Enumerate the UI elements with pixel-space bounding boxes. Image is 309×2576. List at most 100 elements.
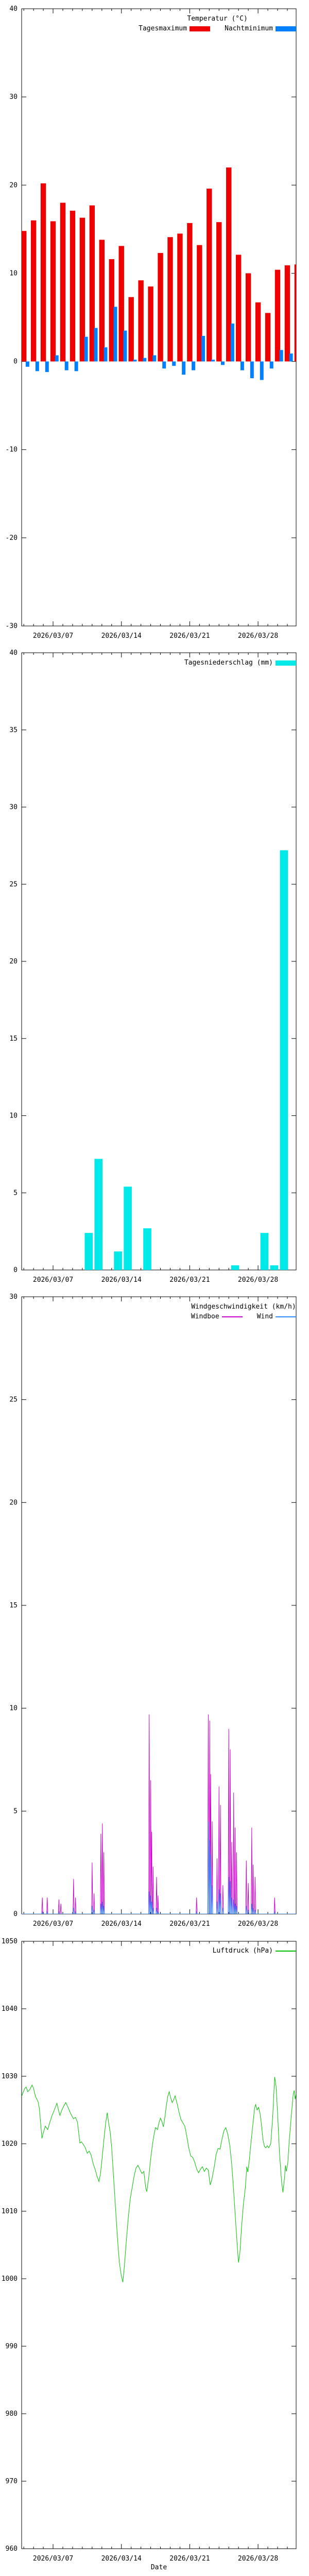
x-tick-label: 2026/03/14 xyxy=(101,632,142,640)
x-tick-label: 2026/03/28 xyxy=(238,1276,278,1284)
precipitation-bar xyxy=(143,1228,151,1270)
x-axis-title: Date xyxy=(150,2564,167,2571)
temperature-bar xyxy=(30,220,37,362)
temperature-bar xyxy=(226,167,232,362)
precipitation-bar xyxy=(260,1233,269,1270)
legend-entry-windboe: Windboe xyxy=(191,1312,243,1321)
legend-label-luftdruck: Luftdruck (hPa) xyxy=(212,1947,273,1955)
wind-border xyxy=(21,1296,297,1914)
x-tick-label: 2026/03/21 xyxy=(169,632,210,640)
luftdruck-swatch xyxy=(276,1950,296,1952)
legend-entry-tagesmaximum: Tagesmaximum xyxy=(139,24,211,33)
temperature-bar xyxy=(148,286,153,362)
y-tick-label: 10 xyxy=(9,1705,18,1713)
temperature-bar xyxy=(109,259,114,362)
temperature-bar xyxy=(50,221,56,362)
wind-chart: 2026/03/07 2026/03/14 2026/03/21 2026/03/28… xyxy=(9,1293,297,1928)
temperature-bar xyxy=(269,361,273,369)
x-tick-label: 2026/03/14 xyxy=(101,2555,142,2563)
temperature-bar xyxy=(177,233,183,362)
y-tick-label: 960 xyxy=(6,2545,18,2553)
precipitation-bar xyxy=(84,1233,93,1270)
temperature-bar xyxy=(79,217,85,362)
y-tick-label: -20 xyxy=(6,534,18,542)
temperature-bar xyxy=(289,353,293,362)
temperature-bar xyxy=(22,231,27,362)
temperature-bar xyxy=(294,264,296,362)
temperature-bar xyxy=(152,355,157,362)
temperature-bar xyxy=(94,328,98,362)
precipitation-chart: 2026/03/07 2026/03/14 2026/03/21 2026/03/28… xyxy=(9,649,297,1284)
temperature-bar xyxy=(143,358,147,362)
y-tick-label: 990 xyxy=(6,2343,18,2350)
x-tick-label: 2026/03/14 xyxy=(101,1920,142,1928)
x-tick-label: 2026/03/07 xyxy=(33,1276,73,1284)
temperature-bar xyxy=(284,265,290,362)
temperature-bar xyxy=(118,246,124,362)
x-tick-label: 2026/03/21 xyxy=(169,1276,210,1284)
Windboe-series-line xyxy=(22,1714,296,1914)
wind-swatch xyxy=(276,1316,296,1317)
temperature-bar xyxy=(123,330,127,362)
legend-label-windboe: Windboe xyxy=(191,1313,219,1320)
legend-label-wind: Wind xyxy=(256,1313,273,1320)
temperature-bar xyxy=(201,335,205,362)
y-tick-label: 20 xyxy=(9,181,18,189)
wind-legend-title: Windgeschwindigkeit (km/h) xyxy=(191,1303,296,1311)
temperature-bar xyxy=(162,361,166,369)
temperature-bar xyxy=(274,269,281,362)
wind-legend: Windgeschwindigkeit (km/h) Windboe Wind xyxy=(191,1302,296,1321)
y-tick-label: 10 xyxy=(9,1112,18,1120)
y-tick-label: 1010 xyxy=(2,2208,18,2215)
x-tick-label: 2026/03/14 xyxy=(101,1276,142,1284)
x-tick-label: 2026/03/07 xyxy=(33,1920,73,1928)
temperature-bar xyxy=(207,189,212,362)
precipitation-bar xyxy=(94,1159,103,1270)
y-tick-label: 1020 xyxy=(2,2140,18,2148)
legend-label-tagesmaximum: Tagesmaximum xyxy=(139,25,187,32)
temperature-bar xyxy=(89,205,95,362)
y-tick-label: 10 xyxy=(9,269,18,277)
precipitation-bar xyxy=(280,850,288,1270)
temperature-bar xyxy=(84,336,88,362)
x-tick-label: 2026/03/21 xyxy=(169,1920,210,1928)
temperature-bar xyxy=(133,360,137,362)
temperature-bar xyxy=(235,255,242,362)
precipitation-bar xyxy=(231,1265,239,1270)
temperature-bar xyxy=(240,361,244,370)
y-tick-label: 1000 xyxy=(2,2275,18,2283)
legend-entry-tagesniederschlag: Tagesniederschlag (mm) xyxy=(184,658,296,668)
temperature-legend: Temperatur (°C) Tagesmaximum Nachtminimu… xyxy=(139,14,296,33)
precipitation-bar xyxy=(124,1187,132,1270)
temperature-bar xyxy=(192,361,196,370)
x-tick-label: 2026/03/28 xyxy=(238,2555,278,2563)
legend-label-tagesniederschlag: Tagesniederschlag (mm) xyxy=(184,659,273,667)
y-tick-label: -30 xyxy=(6,622,18,630)
legend-entry-wind: Wind xyxy=(257,1312,296,1321)
y-tick-label: 25 xyxy=(9,880,18,888)
temperature-bar xyxy=(197,245,202,362)
x-tick-label: 2026/03/28 xyxy=(238,1920,278,1928)
y-tick-label: 35 xyxy=(9,726,18,734)
pressure-legend: Luftdruck (hPa) xyxy=(213,1946,296,1956)
temperature-bar xyxy=(172,361,176,366)
Luftdruck (hPa)-series-line xyxy=(22,2077,296,2282)
y-tick-label: 1030 xyxy=(2,2073,18,2080)
windboe-swatch xyxy=(221,1316,243,1317)
temperature-bar xyxy=(211,360,215,362)
y-tick-label: 25 xyxy=(9,1396,18,1404)
temperature-bar xyxy=(35,361,39,371)
temperature-legend-title: Temperatur (°C) xyxy=(187,15,248,23)
y-tick-label: 0 xyxy=(13,358,18,366)
y-tick-label: 0 xyxy=(13,1910,18,1918)
y-tick-label: 40 xyxy=(9,5,18,13)
y-tick-label: 30 xyxy=(9,93,18,101)
temperature-bar xyxy=(158,253,163,362)
temperature-bar xyxy=(245,273,251,362)
temperature-bar xyxy=(74,361,78,371)
y-tick-label: 30 xyxy=(9,1293,18,1301)
y-tick-label: 40 xyxy=(9,649,18,657)
precipitation-bar xyxy=(114,1251,122,1270)
